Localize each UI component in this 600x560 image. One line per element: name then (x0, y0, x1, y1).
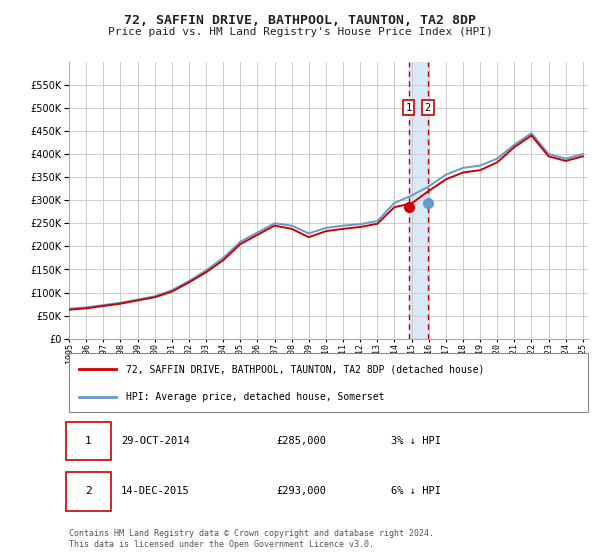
Text: £293,000: £293,000 (277, 487, 326, 496)
Text: 6% ↓ HPI: 6% ↓ HPI (391, 487, 441, 496)
Text: 1: 1 (406, 103, 412, 113)
Text: £285,000: £285,000 (277, 436, 326, 446)
FancyBboxPatch shape (67, 422, 110, 460)
Text: Price paid vs. HM Land Registry's House Price Index (HPI): Price paid vs. HM Land Registry's House … (107, 27, 493, 37)
Text: 72, SAFFIN DRIVE, BATHPOOL, TAUNTON, TA2 8DP (detached house): 72, SAFFIN DRIVE, BATHPOOL, TAUNTON, TA2… (126, 364, 484, 374)
Text: 3% ↓ HPI: 3% ↓ HPI (391, 436, 441, 446)
Text: HPI: Average price, detached house, Somerset: HPI: Average price, detached house, Some… (126, 392, 385, 402)
FancyBboxPatch shape (67, 472, 110, 511)
Text: Contains HM Land Registry data © Crown copyright and database right 2024.
This d: Contains HM Land Registry data © Crown c… (69, 529, 434, 549)
Text: 2: 2 (85, 487, 92, 496)
Text: 72, SAFFIN DRIVE, BATHPOOL, TAUNTON, TA2 8DP: 72, SAFFIN DRIVE, BATHPOOL, TAUNTON, TA2… (124, 14, 476, 27)
Text: 29-OCT-2014: 29-OCT-2014 (121, 436, 190, 446)
Text: 1: 1 (85, 436, 92, 446)
FancyBboxPatch shape (69, 353, 588, 412)
Text: 14-DEC-2015: 14-DEC-2015 (121, 487, 190, 496)
Text: 2: 2 (425, 103, 431, 113)
Bar (409, 62, 428, 339)
